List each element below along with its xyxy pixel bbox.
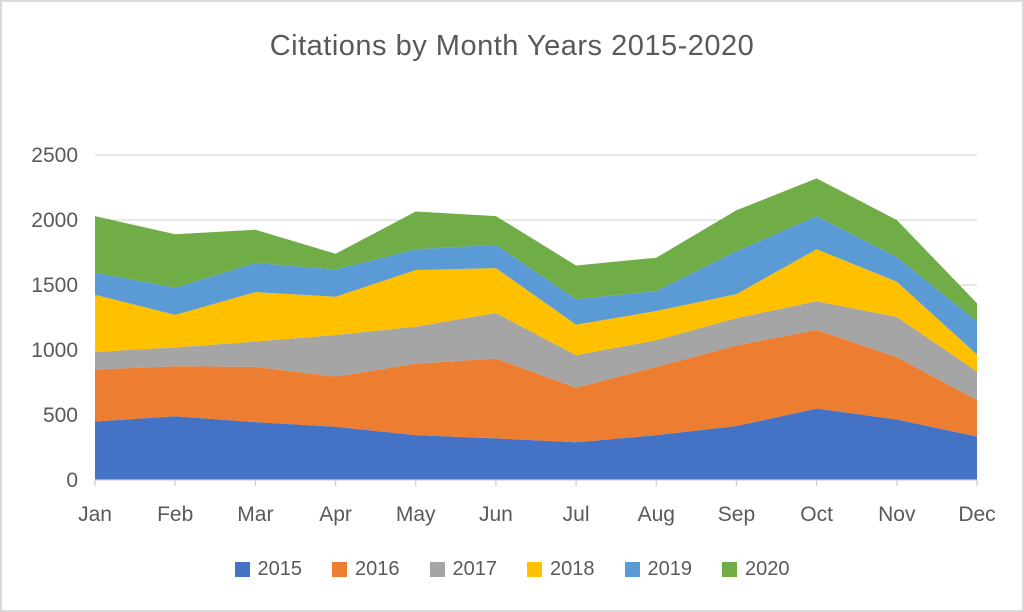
area-series-2017[interactable] <box>95 301 977 401</box>
legend-label-2015: 2015 <box>257 558 303 580</box>
y-tick-label-1500: 1500 <box>31 274 78 297</box>
legend-item-2015[interactable]: 2015 <box>234 558 303 581</box>
x-tick-label-Jan: Jan <box>78 503 112 526</box>
area-series-2016[interactable] <box>95 329 977 443</box>
area-series-2018[interactable] <box>95 249 977 372</box>
y-tick-label-0: 0 <box>66 469 78 492</box>
x-tick-label-Sep: Sep <box>718 503 755 526</box>
y-tick-label-500: 500 <box>43 404 78 427</box>
legend-item-2019[interactable]: 2019 <box>624 558 693 581</box>
legend-swatch-2018 <box>527 562 542 577</box>
legend-item-2020[interactable]: 2020 <box>722 558 790 581</box>
area-series-2019[interactable] <box>95 216 977 355</box>
legend-swatch-2019 <box>624 562 640 577</box>
legend-swatch-2017 <box>429 562 445 577</box>
legend-label-2020: 2020 <box>745 558 790 580</box>
legend-item-2016[interactable]: 2016 <box>332 558 400 581</box>
legend-label-2017: 2017 <box>452 558 498 580</box>
x-tick-label-Aug: Aug <box>638 503 675 526</box>
legend-swatch-2015 <box>234 562 250 577</box>
area-series-2015[interactable] <box>95 408 977 481</box>
legend-item-2018[interactable]: 2018 <box>527 558 595 581</box>
y-tick-label-1000: 1000 <box>31 339 78 362</box>
legend-swatch-2020 <box>722 562 737 577</box>
chart-title: Citations by Month Years 2015-2020 <box>269 30 755 62</box>
legend-swatch-2016 <box>332 562 347 577</box>
x-tick-label-Feb: Feb <box>157 503 193 526</box>
legend-item-2017[interactable]: 2017 <box>429 558 498 581</box>
x-tick-label-Apr: Apr <box>319 503 352 526</box>
x-tick-label-May: May <box>396 503 436 526</box>
x-tick-label-Jun: Jun <box>479 503 513 526</box>
x-tick-label-Oct: Oct <box>800 503 833 526</box>
area-series-2020[interactable] <box>95 178 977 322</box>
legend-label-2019: 2019 <box>647 558 693 580</box>
legend-label-2018: 2018 <box>550 558 595 580</box>
x-tick-label-Nov: Nov <box>878 503 916 526</box>
chart-legend: 2015 2016 2017 2018 2019 2020 <box>2 558 1022 581</box>
x-tick-label-Dec: Dec <box>958 503 995 526</box>
x-tick-label-Jul: Jul <box>563 503 590 526</box>
x-tick-label-Mar: Mar <box>237 503 273 526</box>
y-tick-label-2000: 2000 <box>31 209 78 232</box>
legend-label-2016: 2016 <box>355 558 400 580</box>
y-tick-label-2500: 2500 <box>31 144 78 167</box>
